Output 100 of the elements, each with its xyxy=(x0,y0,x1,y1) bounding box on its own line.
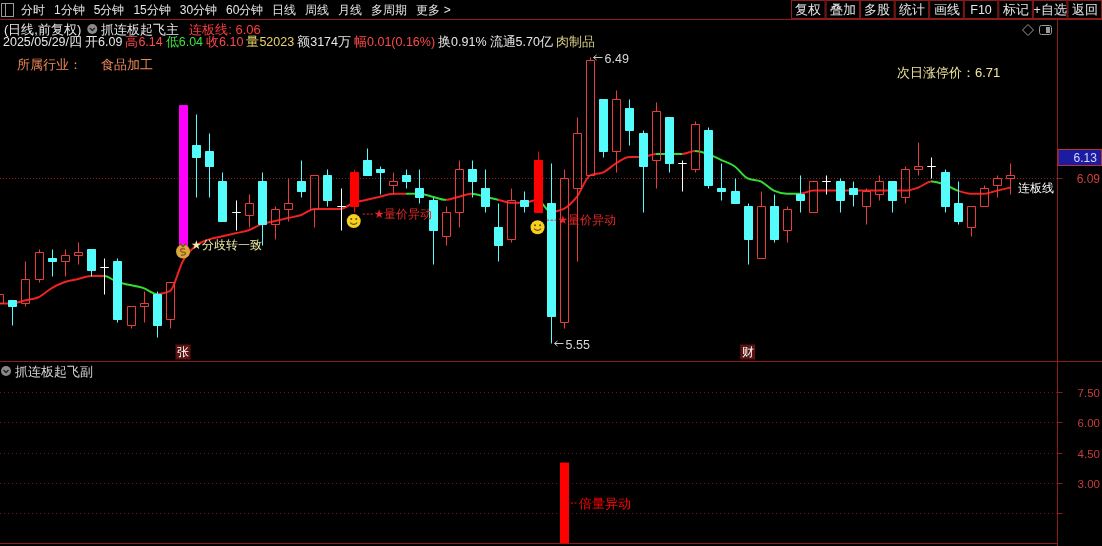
candlestick xyxy=(127,306,136,329)
candlestick xyxy=(363,148,372,176)
candlestick xyxy=(586,57,595,176)
y-tick-label: 7.50 xyxy=(1077,386,1100,399)
legend-label: 倍量异动 xyxy=(579,495,631,511)
candlestick xyxy=(205,133,214,198)
candlestick xyxy=(442,206,451,246)
candlestick xyxy=(376,166,385,195)
text: 1分钟 xyxy=(54,3,85,17)
candlestick xyxy=(284,178,293,222)
candlestick xyxy=(954,181,963,225)
candlestick xyxy=(8,300,17,326)
text: 画线 xyxy=(933,3,960,17)
candlestick xyxy=(415,169,424,204)
annotation: 5.55 xyxy=(565,337,590,352)
text: 开6.09 xyxy=(85,35,123,49)
text: 15分钟 xyxy=(133,3,171,17)
candlestick xyxy=(927,157,936,179)
y-tick-label: 4.50 xyxy=(1077,447,1100,460)
candlestick xyxy=(665,117,674,173)
chart-subtitle: 抓连板起飞主 xyxy=(101,21,180,37)
candlestick xyxy=(61,249,70,277)
candlestick xyxy=(822,175,831,195)
text: 额3174万 xyxy=(297,35,351,49)
text: 60分钟 xyxy=(226,3,264,17)
text: 5分钟 xyxy=(93,3,125,17)
text: 多周期 xyxy=(371,3,408,17)
text: 幅0.01(0.16%) xyxy=(354,35,436,49)
candlestick xyxy=(179,105,188,246)
text: 返回 xyxy=(1071,3,1098,17)
candlestick xyxy=(48,249,57,277)
candlestick xyxy=(87,249,96,277)
text: 周线 xyxy=(305,3,330,17)
candlestick xyxy=(888,181,897,213)
text: 换0.91% xyxy=(438,35,487,49)
candlestick xyxy=(599,99,608,158)
candlestick xyxy=(468,160,477,198)
candlestick xyxy=(35,249,44,283)
candlestick xyxy=(337,188,346,231)
candlestick xyxy=(297,160,306,198)
candlestick xyxy=(232,200,241,231)
candlestick xyxy=(310,175,319,228)
candlestick xyxy=(941,169,950,213)
candlestick xyxy=(717,163,726,201)
candlestick xyxy=(862,188,871,225)
candlestick xyxy=(993,175,1002,198)
text: 复权 xyxy=(795,3,822,17)
text: 分时 xyxy=(21,3,45,17)
candlestick xyxy=(192,114,201,198)
text: 流通5.70亿 xyxy=(489,34,553,49)
candlestick xyxy=(100,258,109,295)
text: 多股 xyxy=(864,3,891,17)
candlestick xyxy=(507,188,516,243)
text: 月线 xyxy=(338,3,363,17)
annotation: 次日涨停价：6.71 xyxy=(897,64,1001,80)
candlestick xyxy=(455,160,464,228)
candlestick xyxy=(218,172,227,222)
candlestick xyxy=(639,130,648,213)
candlestick xyxy=(245,194,254,228)
candlestick xyxy=(494,203,503,262)
candlestick xyxy=(534,151,543,213)
candlestick xyxy=(744,203,753,265)
candlestick xyxy=(481,169,490,213)
candlestick xyxy=(140,291,149,323)
candlestick xyxy=(967,206,976,237)
candlestick xyxy=(901,166,910,204)
chart-title: 抓连板起飞副 xyxy=(15,363,93,379)
candlestick xyxy=(849,181,858,207)
text: 更多 > xyxy=(416,3,451,17)
candlestick xyxy=(875,175,884,201)
candlestick xyxy=(113,258,122,323)
text: 6.13 xyxy=(1073,150,1098,165)
text: 标记 xyxy=(1001,3,1029,17)
candlestick xyxy=(520,191,529,213)
candlestick xyxy=(271,206,280,240)
candlestick xyxy=(691,121,700,173)
text: 收6.10 xyxy=(206,35,244,49)
text: 统计 xyxy=(898,3,925,17)
x-tick-label: 张 xyxy=(177,345,190,359)
candlestick xyxy=(402,169,411,189)
text: 量52023 xyxy=(246,35,295,49)
x-tick-label: 财 xyxy=(741,345,754,359)
candlestick xyxy=(625,99,634,146)
text: 日线 xyxy=(272,3,297,17)
candlestick xyxy=(809,181,818,213)
text: 30分钟 xyxy=(179,3,218,17)
candlestick xyxy=(914,142,923,176)
candlestick xyxy=(980,185,989,207)
candlestick xyxy=(796,175,805,213)
y-tick-label: 6.00 xyxy=(1077,416,1100,429)
candlestick xyxy=(560,169,569,329)
candlestick xyxy=(389,172,398,195)
candlestick xyxy=(757,191,766,259)
candlestick xyxy=(153,291,162,338)
candlestick xyxy=(21,261,30,307)
candlestick xyxy=(429,197,438,265)
text: 低6.04 xyxy=(165,35,204,49)
text: F10 xyxy=(970,3,992,17)
annotation: 所属行业： xyxy=(17,56,82,72)
candlestick xyxy=(74,242,83,265)
